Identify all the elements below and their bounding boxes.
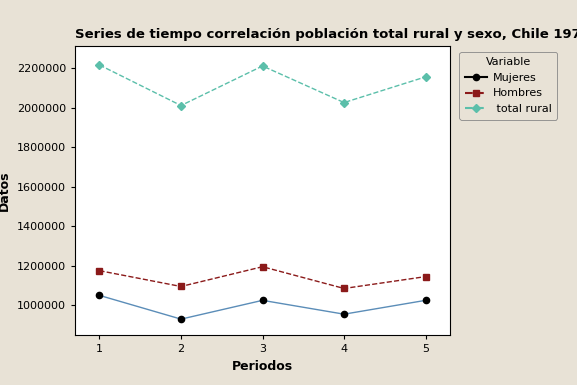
Text: Series de tiempo correlación población total rural y sexo, Chile 1970-2017: Series de tiempo correlación población t… [75, 28, 577, 41]
X-axis label: Periodos: Periodos [232, 360, 293, 373]
Legend: Mujeres, Hombres,  total rural: Mujeres, Hombres, total rural [459, 52, 557, 119]
Y-axis label: Datos: Datos [0, 170, 11, 211]
